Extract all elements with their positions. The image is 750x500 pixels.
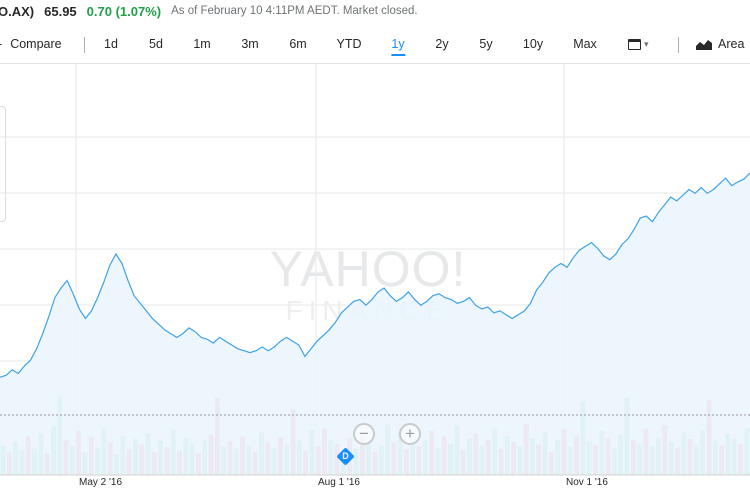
range-button-5d[interactable]: 5d	[149, 37, 163, 51]
chart-type-button[interactable]: Area	[696, 26, 744, 62]
range-button-3m[interactable]: 3m	[241, 37, 259, 51]
range-button-10y[interactable]: 10y	[522, 37, 544, 51]
toolbar-divider	[84, 37, 85, 53]
ticker-symbol: O.AX)	[0, 3, 35, 19]
price-line	[0, 172, 750, 378]
calendar-icon	[628, 38, 641, 50]
current-price: 65.95	[44, 3, 77, 19]
zoom-in-button[interactable]: +	[399, 423, 421, 445]
quote-header: O.AX) 65.95 0.70 (1.07%) As of February …	[0, 0, 750, 22]
price-change: 0.70 (1.07%)	[86, 3, 162, 19]
range-button-1m[interactable]: 1m	[193, 37, 211, 51]
zoom-out-button[interactable]: −	[353, 423, 375, 445]
dividend-event-marker[interactable]: D	[336, 447, 355, 466]
chart-type-label: Area	[718, 37, 745, 51]
price-chart[interactable]: YAHOO! FINANCE	[0, 64, 750, 500]
range-button-max[interactable]: Max	[573, 37, 597, 51]
range-button-6m[interactable]: 6m	[289, 37, 307, 51]
price-area-fill	[0, 172, 750, 475]
chart-toolbar: + Compare 1d 5d 1m 3m 6m YTD 1y 2y 5y 10y Max ▾ Ar…	[0, 26, 750, 64]
plus-icon: +	[0, 36, 2, 52]
area-chart-icon	[696, 39, 712, 50]
range-button-1y[interactable]: 1y	[391, 26, 404, 62]
left-panel-handle[interactable]	[0, 106, 6, 222]
range-button-5y[interactable]: 5y	[479, 37, 493, 51]
x-tick-label: Nov 1 '16	[566, 477, 608, 488]
chevron-down-icon: ▾	[644, 38, 649, 49]
x-tick-label: May 2 '16	[79, 477, 123, 488]
range-button-1d[interactable]: 1d	[104, 37, 118, 51]
range-button-ytd[interactable]: YTD	[336, 37, 362, 51]
minus-icon: −	[359, 424, 369, 443]
range-button-2y[interactable]: 2y	[435, 37, 449, 51]
watermark-yahoo: YAHOO!	[270, 241, 467, 297]
market-status: As of February 10 4:11PM AEDT. Market cl…	[171, 5, 418, 17]
x-tick-label: Aug 1 '16	[318, 477, 360, 488]
plus-icon: +	[405, 424, 415, 443]
toolbar-divider	[678, 37, 679, 53]
event-marker-label: D	[342, 451, 349, 461]
compare-label: Compare	[10, 37, 62, 51]
date-range-picker[interactable]: ▾	[628, 26, 649, 62]
compare-button[interactable]: + Compare	[0, 26, 62, 62]
